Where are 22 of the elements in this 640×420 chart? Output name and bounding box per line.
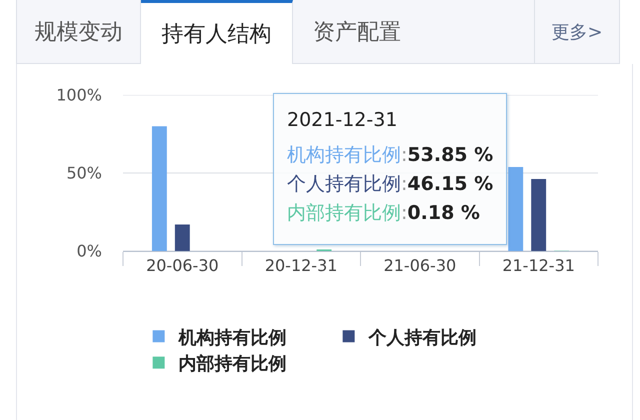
annotation: 个人持有比例:46.15 % [287,173,494,195]
bar [174,224,190,251]
y-tick-label: 50% [66,164,102,183]
annotation: 内部持有比例:0.18 % [287,202,480,224]
chart-title: 持有人结构 [141,0,293,64]
annotation: 机构持有比例:53.85 % [287,144,494,166]
legend-label: 机构持有比例 [178,327,287,348]
y-tick-label: 100% [56,86,102,105]
x-tick-label: 21-12-31 [502,256,575,276]
x-tick-label: 20-06-30 [146,256,219,276]
legend-label: 内部持有比例 [178,354,287,375]
bar [531,179,546,251]
text: 更多> [535,0,620,64]
y-tick-label: 0% [76,242,102,261]
legend-label: 个人持有比例 [368,327,477,348]
bar [152,126,167,251]
text: 资产配置 [293,0,535,64]
text: 规模变动 [16,0,141,64]
annotation: 2021-12-31 [287,108,398,132]
bar [508,166,524,251]
x-tick-label: 20-12-31 [264,256,338,276]
x-tick-label: 21-06-30 [384,256,456,276]
